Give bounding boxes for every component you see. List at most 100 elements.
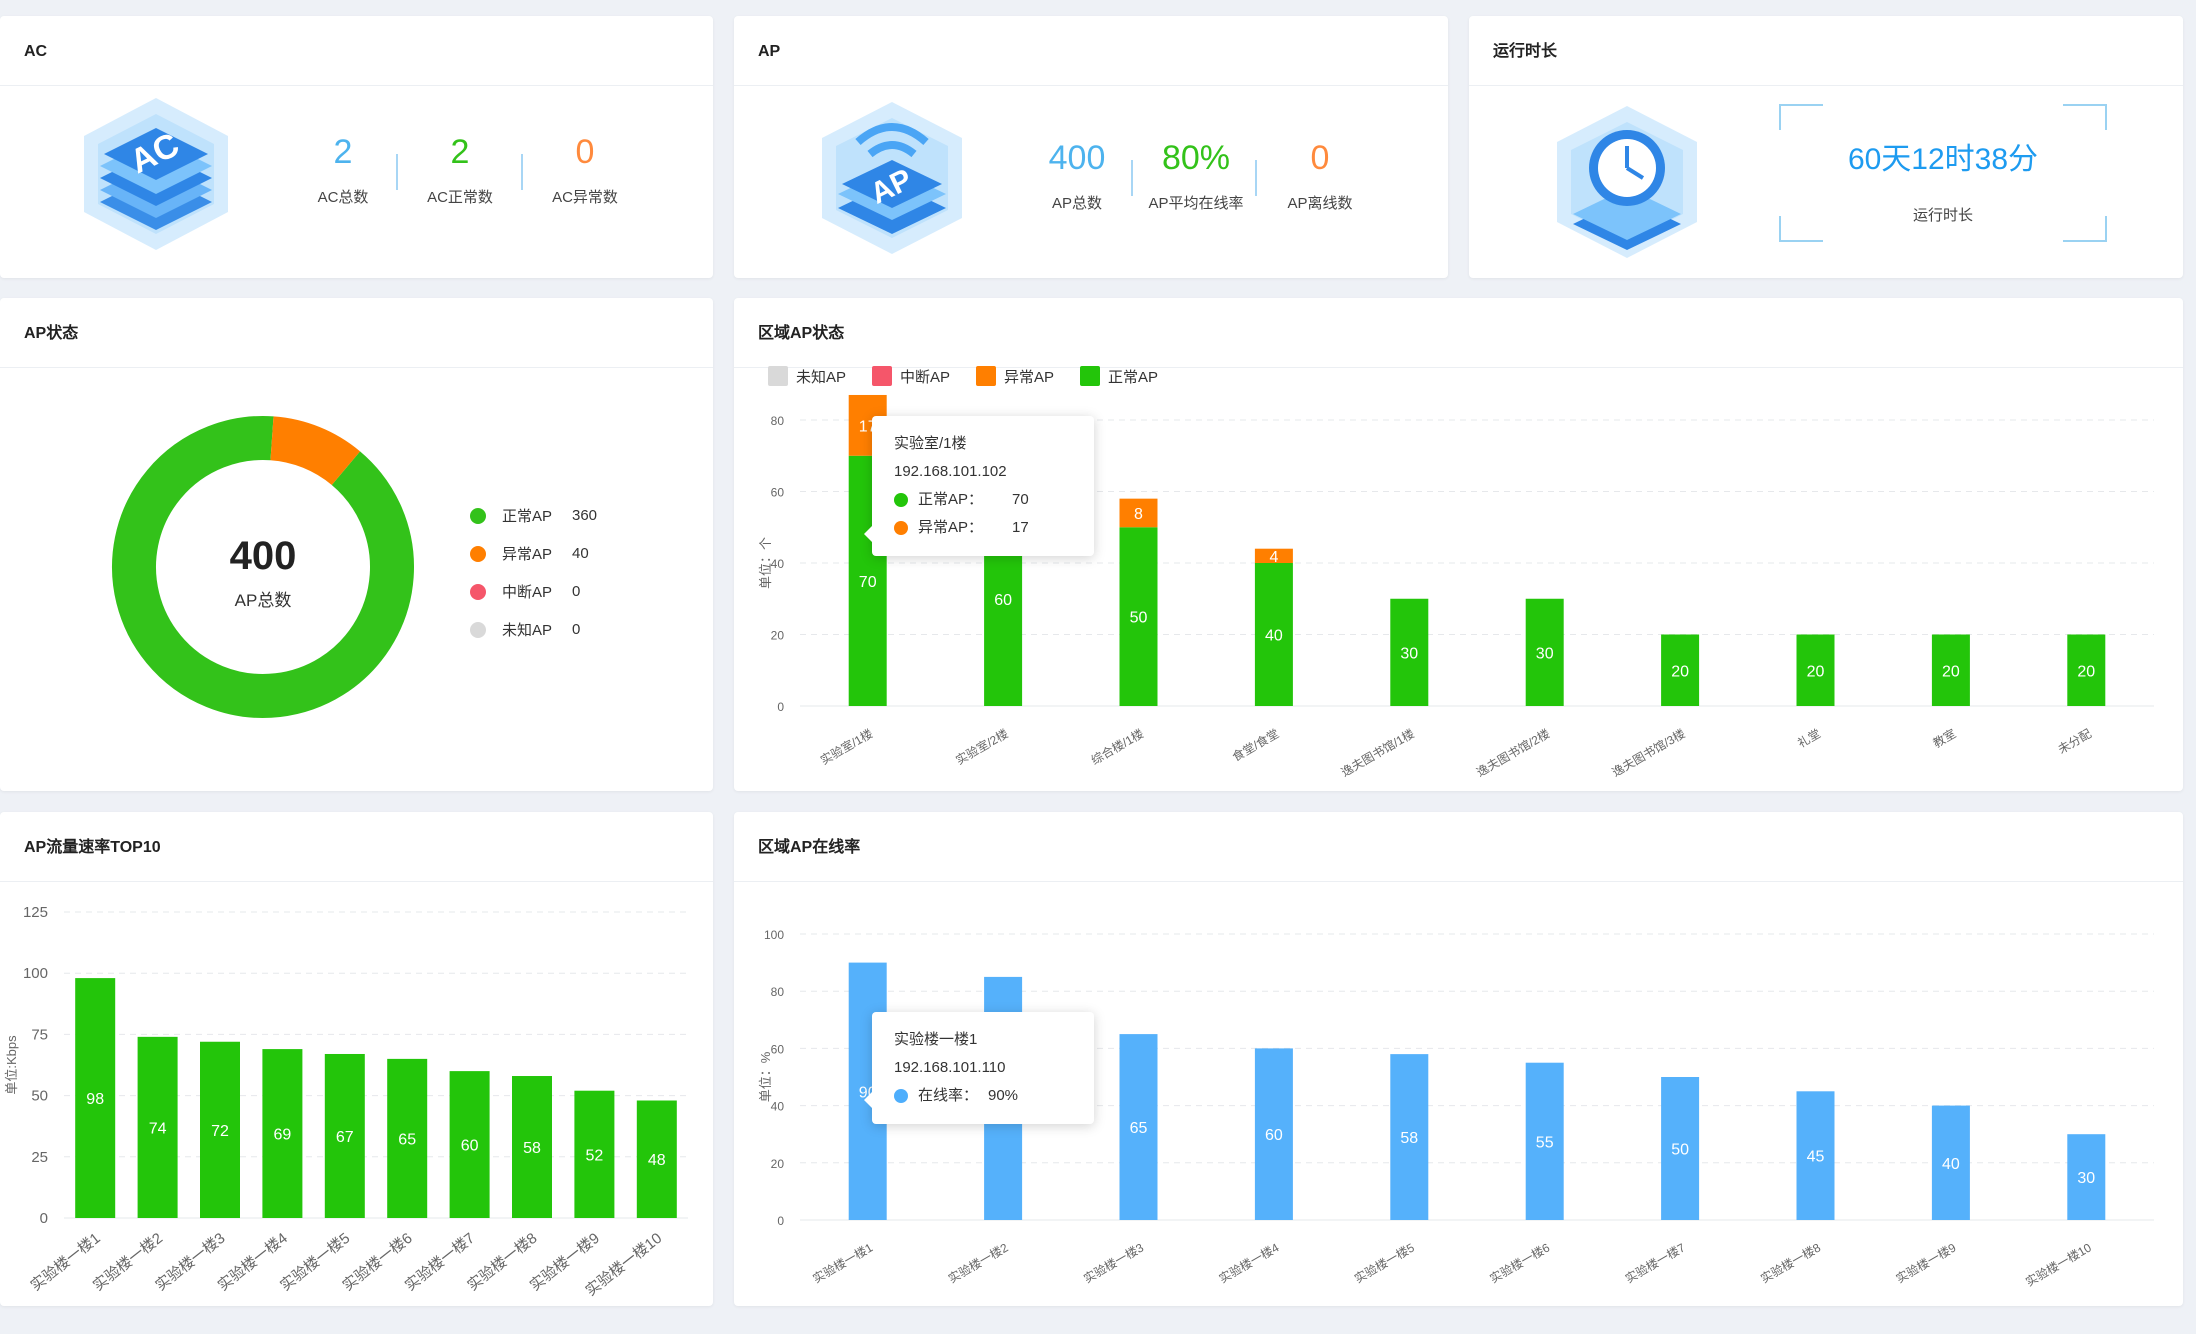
bar-traffic-6[interactable] xyxy=(449,1071,490,1218)
bar-value-label: 20 xyxy=(1942,663,1960,680)
bar-online-4[interactable] xyxy=(1390,1054,1429,1220)
y-tick-label: 80 xyxy=(771,414,785,428)
donut-center-label: AP总数 xyxy=(234,591,292,610)
ac-normal-value: 2 xyxy=(450,133,470,171)
x-tick-label: 实验楼一楼2 xyxy=(945,1239,1011,1285)
bar-normal-5[interactable] xyxy=(1525,598,1564,706)
ac-total-value: 2 xyxy=(333,133,353,171)
legend-value: 0 xyxy=(572,583,581,600)
legend-swatch xyxy=(976,366,997,386)
legend-interrupted-ap[interactable]: 中断AP 0 xyxy=(470,581,580,602)
legend-swatch xyxy=(1080,366,1101,386)
bar-value-label: 52 xyxy=(586,1147,604,1164)
ac-card-title: AC xyxy=(0,16,713,86)
bar-normal-7[interactable] xyxy=(1796,634,1835,707)
bar-value-label: 65 xyxy=(1130,1120,1148,1137)
bar-value-label: 50 xyxy=(1671,1142,1689,1159)
y-axis-label: 单位:Kbps xyxy=(4,1035,19,1095)
x-tick-label: 逸夫图书馆/3楼 xyxy=(1609,726,1688,780)
bar-online-3[interactable] xyxy=(1254,1048,1293,1220)
bar-value-label: 58 xyxy=(523,1140,541,1157)
bar-online-9[interactable] xyxy=(2067,1134,2106,1220)
legend-item-0[interactable]: 未知AP xyxy=(768,362,846,390)
bar-traffic-7[interactable] xyxy=(512,1076,552,1218)
bar-value-label: 40 xyxy=(1265,628,1283,645)
donut-slice-0[interactable] xyxy=(112,416,414,718)
divider xyxy=(1131,160,1133,196)
bar-value-label: 98 xyxy=(86,1091,104,1108)
legend-unknown-ap[interactable]: 未知AP 0 xyxy=(470,619,580,640)
tooltip-row: 异常AP： 17 xyxy=(894,514,1072,542)
tooltip-ip: 192.168.101.102 xyxy=(894,463,1007,480)
traffic-top10-bar-chart: 0255075100125单位:Kbps98实验楼一楼174实验楼一楼272实验… xyxy=(4,904,688,1300)
ap-total-value: 400 xyxy=(1048,139,1106,177)
bar-normal-6[interactable] xyxy=(1661,634,1700,707)
ac-total-label: AC总数 xyxy=(317,189,369,206)
legend-item-3[interactable]: 正常AP xyxy=(1080,362,1158,390)
bar-normal-4[interactable] xyxy=(1390,598,1429,706)
bar-traffic-9[interactable] xyxy=(636,1100,677,1218)
legend-item-1[interactable]: 中断AP xyxy=(872,362,950,390)
bar-value-label: 55 xyxy=(1536,1134,1554,1151)
bar-traffic-3[interactable] xyxy=(262,1049,303,1218)
bar-value-label: 50 xyxy=(1130,610,1148,627)
bar-normal-9[interactable] xyxy=(2067,634,2106,707)
ap-online-rate-stat: 80% AP平均在线率 xyxy=(1116,138,1276,213)
x-tick-label: 实验楼一楼1 xyxy=(810,1239,876,1285)
x-tick-label: 实验室/2楼 xyxy=(953,726,1011,768)
ap-offline-label: AP离线数 xyxy=(1287,195,1353,212)
bar-value-label: 70 xyxy=(859,574,877,591)
legend-item-2[interactable]: 异常AP xyxy=(976,362,1054,390)
bar-normal-8[interactable] xyxy=(1931,634,1970,707)
tooltip-row-name: 异常AP： xyxy=(918,519,984,536)
ac-abnormal-value: 0 xyxy=(575,133,595,171)
tooltip-row-value: 70 xyxy=(1012,491,1029,508)
donut-center-value: 400 xyxy=(229,534,297,578)
bar-online-2[interactable] xyxy=(1119,1034,1158,1220)
x-tick-label: 实验楼一楼9 xyxy=(1893,1239,1959,1285)
divider xyxy=(396,154,398,190)
bar-abnormal-3[interactable] xyxy=(1254,548,1293,563)
legend-normal-ap[interactable]: 正常AP 360 xyxy=(470,505,597,526)
bar-value-label: 65 xyxy=(398,1131,416,1148)
y-tick-label: 60 xyxy=(771,1042,785,1056)
region-status-title: 区域AP状态 xyxy=(734,298,2183,368)
legend-value: 0 xyxy=(572,621,581,638)
bar-traffic-4[interactable] xyxy=(324,1053,365,1218)
bar-value-label: 60 xyxy=(1265,1127,1283,1144)
bar-traffic-5[interactable] xyxy=(387,1058,428,1218)
legend-label: 未知AP xyxy=(796,368,847,386)
bar-traffic-8[interactable] xyxy=(574,1090,615,1218)
bar-value-label: 74 xyxy=(149,1120,167,1137)
uptime-value: 60天12时38分 xyxy=(1847,143,2039,176)
uptime-content: 60天12时38分 运行时长 xyxy=(1779,16,2107,278)
bar-traffic-2[interactable] xyxy=(200,1041,240,1218)
region-online-card: 区域AP在线率 020406080100单位：%90实验楼一楼185实验楼一楼2… xyxy=(734,812,2183,1306)
y-tick-label: 25 xyxy=(31,1149,48,1166)
bar-traffic-1[interactable] xyxy=(137,1036,178,1218)
bar-online-6[interactable] xyxy=(1661,1077,1700,1220)
ap-status-donut-chart xyxy=(112,416,414,718)
bar-normal-3[interactable] xyxy=(1254,563,1293,706)
bar-abnormal-2[interactable] xyxy=(1119,498,1158,528)
x-tick-label: 综合楼/1楼 xyxy=(1088,726,1146,768)
bar-online-5[interactable] xyxy=(1525,1062,1564,1220)
bar-value-label: 60 xyxy=(461,1138,479,1155)
bar-traffic-0[interactable] xyxy=(75,978,116,1218)
bar-online-8[interactable] xyxy=(1931,1105,1970,1220)
ap-total-label: AP总数 xyxy=(1051,195,1102,212)
bar-normal-2[interactable] xyxy=(1119,527,1158,706)
donut-slice-1[interactable] xyxy=(269,416,361,486)
region-online-title: 区域AP在线率 xyxy=(734,812,2183,882)
bar-value-label: 20 xyxy=(2077,663,2095,680)
tooltip-row-name: 正常AP： xyxy=(918,491,984,508)
x-tick-label: 教室 xyxy=(1930,726,1958,751)
legend-swatch xyxy=(768,366,788,386)
legend-value: 40 xyxy=(572,545,589,562)
legend-abnormal-ap[interactable]: 异常AP 40 xyxy=(470,543,589,564)
bar-online-7[interactable] xyxy=(1796,1091,1835,1220)
y-tick-label: 100 xyxy=(23,965,48,982)
x-tick-label: 逸夫图书馆/2楼 xyxy=(1474,726,1553,780)
x-tick-label: 实验楼一楼7 xyxy=(1622,1239,1688,1285)
bar-value-label: 45 xyxy=(1807,1149,1825,1166)
